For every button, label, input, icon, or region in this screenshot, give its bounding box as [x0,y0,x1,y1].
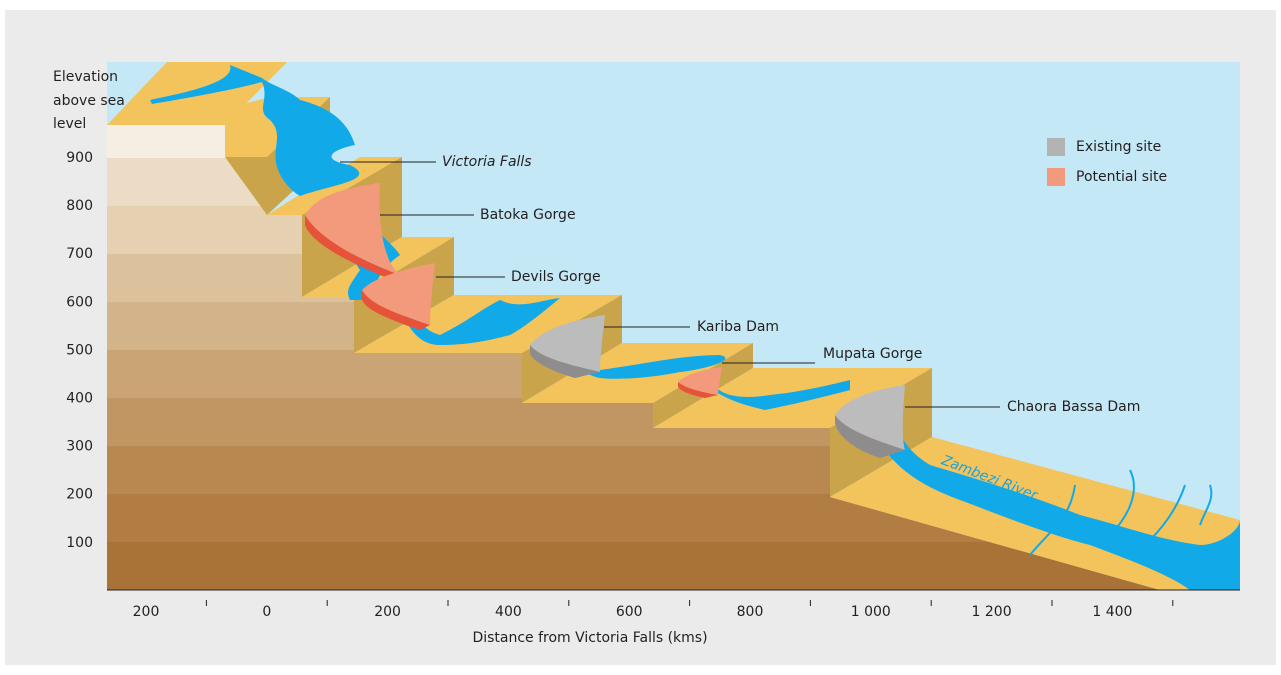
x-axis-label: Distance from Victoria Falls (kms) [472,630,707,646]
y-tick-label: 400 [66,391,93,407]
site-label: Batoka Gorge [480,207,576,223]
y-tick-label: 200 [66,487,93,503]
x-tick-label: 1 400 [1092,604,1132,620]
x-tick-label: 800 [737,604,764,620]
legend-label: Existing site [1076,139,1161,155]
x-tick-label: 1 200 [972,604,1012,620]
site-label: Chaora Bassa Dam [1007,399,1140,415]
y-tick-label: 600 [66,294,93,310]
legend-swatch [1047,168,1065,186]
x-tick-label: 400 [495,604,522,620]
y-axis-label: level [53,116,86,132]
y-tick-label: 500 [66,342,93,358]
site-label: Kariba Dam [697,319,779,335]
leader-lines [340,161,1000,408]
y-axis-label: above sea [53,93,125,109]
y-tick-label: 900 [66,150,93,166]
x-tick-label: 200 [133,604,160,620]
legend-swatch [1047,138,1065,156]
y-axis-label: Elevation [53,69,118,85]
y-tick-label: 700 [66,246,93,262]
x-tick-label: 200 [374,604,401,620]
y-tick-label: 800 [66,198,93,214]
y-tick-label: 300 [66,439,93,455]
site-label: Victoria Falls [442,154,532,170]
site-label: Mupata Gorge [823,346,922,362]
dams [305,183,905,458]
legend-label: Potential site [1076,169,1167,185]
y-tick-label: 100 [66,535,93,551]
x-tick-label: 0 [262,604,271,620]
x-tick-label: 1 000 [851,604,891,620]
site-label: Devils Gorge [511,269,601,285]
x-tick-label: 600 [616,604,643,620]
